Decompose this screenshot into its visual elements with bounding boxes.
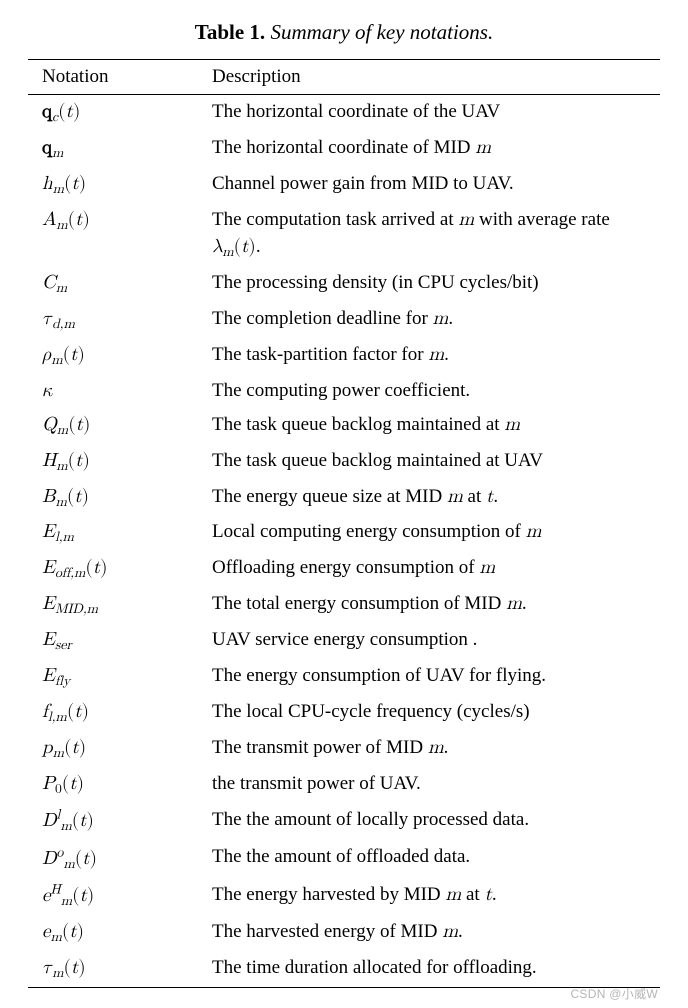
description-cell: The processing density (in CPU cycles/bi… [198, 266, 660, 302]
notation-cell: EMID,m [28, 587, 198, 623]
description-cell: The task queue backlog maintained at UAV [198, 444, 660, 480]
notation-cell: hm(t) [28, 167, 198, 203]
notation-table: Notation Description qc(t)The horizontal… [28, 59, 660, 988]
description-cell: The the amount of locally processed data… [198, 803, 660, 840]
table-row: τm(t)The time duration allocated for off… [28, 951, 660, 987]
notation-cell: τm(t) [28, 951, 198, 987]
table-row: ρm(t)The task-partition factor for m. [28, 338, 660, 374]
description-cell: The task-partition factor for m. [198, 338, 660, 374]
table-row: P0(t)the transmit power of UAV. [28, 767, 660, 803]
description-cell: The the amount of offloaded data. [198, 840, 660, 877]
notation-cell: qm [28, 131, 198, 167]
table-row: EMID,mThe total energy consumption of MI… [28, 587, 660, 623]
table-body: qc(t)The horizontal coordinate of the UA… [28, 95, 660, 988]
table-row: Dom(t)The the amount of offloaded data. [28, 840, 660, 877]
caption-title: Summary of key notations. [270, 20, 493, 44]
table-caption: Table 1. Summary of key notations. [28, 20, 660, 45]
table-row: El,mLocal computing energy consumption o… [28, 515, 660, 551]
table-row: EflyThe energy consumption of UAV for fl… [28, 659, 660, 695]
notation-cell: ρm(t) [28, 338, 198, 374]
watermark-text: CSDN @小威W [570, 985, 658, 1002]
description-cell: The energy consumption of UAV for flying… [198, 659, 660, 695]
table-row: hm(t)Channel power gain from MID to UAV. [28, 167, 660, 203]
table-row: κThe computing power coefficient. [28, 374, 660, 408]
table-row: pm(t)The transmit power of MID m. [28, 731, 660, 767]
caption-label: Table 1. [195, 20, 265, 44]
notation-cell: fl,m(t) [28, 695, 198, 731]
table-row: CmThe processing density (in CPU cycles/… [28, 266, 660, 302]
description-cell: the transmit power of UAV. [198, 767, 660, 803]
notation-cell: Qm(t) [28, 408, 198, 444]
description-cell: The horizontal coordinate of MID m [198, 131, 660, 167]
header-description: Description [198, 60, 660, 95]
table-row: Dlm(t)The the amount of locally processe… [28, 803, 660, 840]
notation-cell: Bm(t) [28, 480, 198, 516]
description-cell: Channel power gain from MID to UAV. [198, 167, 660, 203]
description-cell: The total energy consumption of MID m. [198, 587, 660, 623]
notation-cell: El,m [28, 515, 198, 551]
notation-cell: κ [28, 374, 198, 408]
notation-cell: eHm(t) [28, 878, 198, 915]
description-cell: The computation task arrived at m with a… [198, 203, 660, 266]
description-cell: The energy harvested by MID m at t. [198, 878, 660, 915]
table-row: Eoff,m(t)Offloading energy consumption o… [28, 551, 660, 587]
notation-cell: em(t) [28, 915, 198, 951]
notation-cell: Eoff,m(t) [28, 551, 198, 587]
description-cell: UAV service energy consumption . [198, 623, 660, 659]
table-row: EserUAV service energy consumption . [28, 623, 660, 659]
notation-cell: Hm(t) [28, 444, 198, 480]
table-row: Qm(t)The task queue backlog maintained a… [28, 408, 660, 444]
table-row: em(t)The harvested energy of MID m. [28, 915, 660, 951]
description-cell: The task queue backlog maintained at m [198, 408, 660, 444]
notation-cell: Dlm(t) [28, 803, 198, 840]
description-cell: The transmit power of MID m. [198, 731, 660, 767]
header-notation: Notation [28, 60, 198, 95]
notation-cell: Am(t) [28, 203, 198, 266]
table-row: Bm(t)The energy queue size at MID m at t… [28, 480, 660, 516]
notation-cell: Dom(t) [28, 840, 198, 877]
notation-cell: Cm [28, 266, 198, 302]
description-cell: Local computing energy consumption of m [198, 515, 660, 551]
notation-cell: P0(t) [28, 767, 198, 803]
notation-cell: qc(t) [28, 95, 198, 131]
description-cell: Offloading energy consumption of m [198, 551, 660, 587]
header-row: Notation Description [28, 60, 660, 95]
table-row: Am(t)The computation task arrived at m w… [28, 203, 660, 266]
description-cell: The time duration allocated for offloadi… [198, 951, 660, 987]
table-row: Hm(t)The task queue backlog maintained a… [28, 444, 660, 480]
description-cell: The horizontal coordinate of the UAV [198, 95, 660, 131]
notation-cell: Efly [28, 659, 198, 695]
description-cell: The energy queue size at MID m at t. [198, 480, 660, 516]
description-cell: The harvested energy of MID m. [198, 915, 660, 951]
notation-cell: pm(t) [28, 731, 198, 767]
table-row: eHm(t)The energy harvested by MID m at t… [28, 878, 660, 915]
table-row: fl,m(t)The local CPU-cycle frequency (cy… [28, 695, 660, 731]
table-row: qmThe horizontal coordinate of MID m [28, 131, 660, 167]
notation-cell: τd,m [28, 302, 198, 338]
description-cell: The completion deadline for m. [198, 302, 660, 338]
notation-cell: Eser [28, 623, 198, 659]
description-cell: The computing power coefficient. [198, 374, 660, 408]
description-cell: The local CPU-cycle frequency (cycles/s) [198, 695, 660, 731]
table-row: qc(t)The horizontal coordinate of the UA… [28, 95, 660, 131]
table-row: τd,mThe completion deadline for m. [28, 302, 660, 338]
